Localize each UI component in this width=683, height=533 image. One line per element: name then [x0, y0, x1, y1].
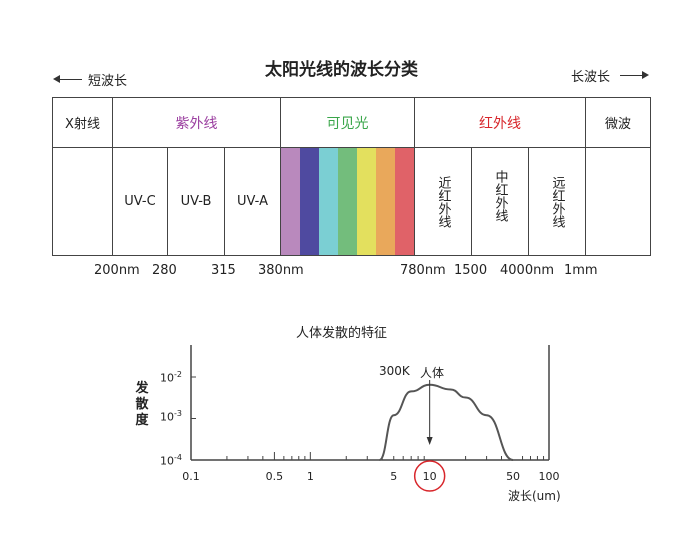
x-tick-label: 0.1: [182, 470, 200, 483]
wavelength-label: 315: [211, 263, 236, 278]
wavelength-label: 1500: [454, 263, 488, 278]
x-tick-label: 5: [390, 470, 397, 483]
divider-xray: [112, 97, 113, 256]
y-tick-3: 10-4: [160, 453, 182, 468]
wavelength-label: 1mm: [564, 263, 598, 278]
color-band: [376, 148, 395, 255]
y-tick-3-exp: -4: [174, 453, 182, 462]
y-tick-1-base: 10: [160, 371, 174, 385]
region-xray: X射线: [65, 117, 100, 132]
divider-mir: [528, 147, 529, 256]
divider-nir: [471, 147, 472, 256]
x-tick-label: 10: [423, 470, 437, 483]
chart-title: 人体发散的特征: [295, 326, 387, 341]
region-uv: 紫外线: [175, 115, 218, 132]
wavelength-label: 4000nm: [500, 263, 554, 278]
region-ir: 红外线: [479, 115, 521, 132]
table-row-divider: [52, 147, 651, 148]
x-tick-label: 50: [506, 470, 520, 483]
uv-band-uvc: UV-C: [124, 194, 156, 209]
ir-band-mid-label: 中红外线: [492, 169, 508, 222]
emission-curve: [378, 383, 514, 461]
ir-band-near-label: 近红外线: [435, 175, 451, 228]
divider-ir: [585, 97, 586, 256]
wavelength-label: 780nm: [400, 263, 446, 278]
y-tick-1: 10-2: [160, 370, 182, 385]
uv-band-uva: UV-A: [237, 194, 268, 209]
divider-uvb: [224, 147, 225, 256]
region-microwave: 微波: [604, 117, 631, 132]
wavelength-label: 380nm: [258, 263, 304, 278]
spectrum-table: [52, 97, 651, 256]
wavelength-label: 280: [152, 263, 177, 278]
short-arrow-line: [56, 79, 82, 80]
ir-band-mid: 中红外线: [472, 142, 528, 249]
color-band: [338, 148, 357, 255]
color-band: [319, 148, 338, 255]
color-band: [281, 148, 300, 255]
peak-arrow-head-icon: [426, 437, 433, 445]
color-band: [300, 148, 319, 255]
chart-xlabel: 波长(um): [508, 489, 561, 503]
page-title: 太阳光线的波长分类: [265, 60, 418, 80]
region-visible: 可见光: [326, 115, 369, 132]
color-band: [395, 148, 414, 255]
short-wavelength-label: 短波长: [88, 74, 128, 89]
y-tick-2-base: 10: [160, 410, 174, 424]
uv-band-uvb: UV-B: [180, 194, 212, 209]
y-tick-1-exp: -2: [174, 370, 182, 379]
long-wavelength-label: 长波长: [571, 70, 611, 85]
color-band: [357, 148, 376, 255]
y-tick-2-exp: -3: [174, 409, 182, 418]
wavelength-label: 200nm: [94, 263, 140, 278]
long-arrow-line: [620, 75, 644, 76]
divider-uv: [280, 97, 281, 256]
ir-band-far: 远红外线: [529, 148, 585, 255]
x-tick-label: 100: [539, 470, 560, 483]
highlight-circle: [413, 460, 446, 492]
ir-band-far-label: 远红外线: [549, 175, 565, 228]
chart-ylabel: 发散度: [135, 381, 149, 428]
x-tick-label: 0.5: [266, 470, 284, 483]
divider-visible: [414, 97, 415, 256]
annotation-body: 人体: [420, 366, 445, 380]
ir-band-near: 近红外线: [415, 148, 471, 255]
x-tick-label: 1: [307, 470, 314, 483]
annotation-temp: 300K: [379, 364, 410, 378]
y-tick-2: 10-3: [160, 409, 182, 424]
divider-uvc: [167, 147, 168, 256]
y-tick-3-base: 10: [160, 454, 174, 468]
